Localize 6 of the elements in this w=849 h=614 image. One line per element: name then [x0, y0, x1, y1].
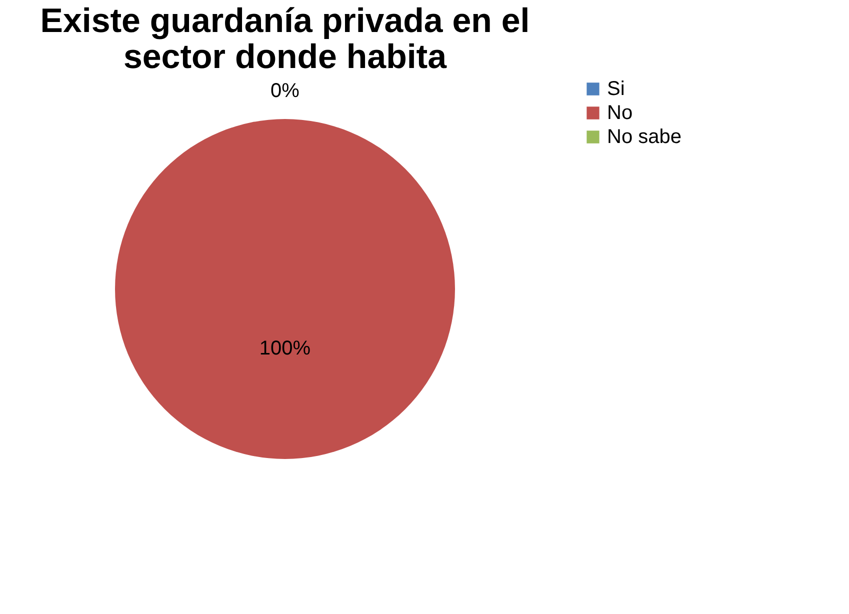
- chart-title: Existe guardanía privada en el sector donde habita: [40, 2, 530, 76]
- legend-label: Si: [607, 78, 625, 100]
- legend-label: No sabe: [607, 126, 682, 148]
- legend-label: No: [607, 102, 633, 124]
- data-label: 100%: [259, 338, 311, 360]
- text: 0%: [270, 80, 300, 102]
